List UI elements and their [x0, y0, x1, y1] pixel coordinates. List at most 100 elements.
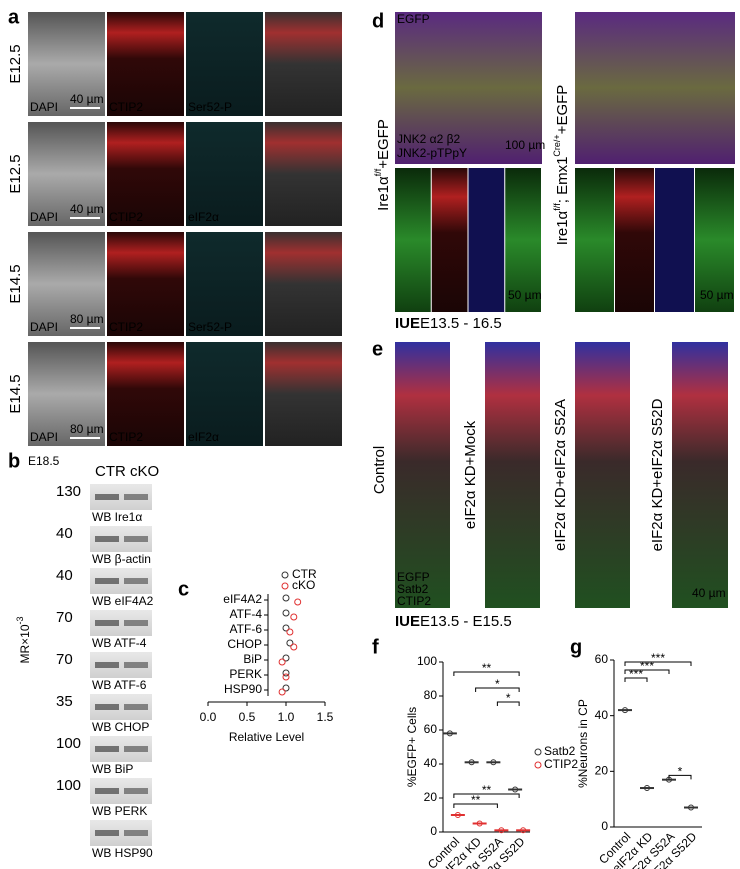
channel-label: Ser52-P: [188, 100, 232, 114]
scale-bar-label: 40 µm: [692, 586, 726, 600]
legend-label: cKO: [292, 578, 315, 592]
blot-label: WB β-actin: [92, 552, 151, 566]
band: [124, 578, 148, 584]
micrograph: [265, 342, 342, 446]
micrograph: [431, 168, 468, 312]
y-tick-label: eIF4A2: [223, 592, 262, 606]
blot-label: WB HSP90: [92, 846, 153, 860]
significance-label: ***: [651, 651, 665, 665]
blot-label: WB Ire1α: [92, 510, 142, 524]
data-point: [286, 628, 294, 636]
channel-label: Ser52-P: [188, 320, 232, 334]
x-tick-label: 1.0: [278, 710, 295, 724]
y-tick-label: BiP: [243, 652, 262, 666]
text-part: ; Emx1: [554, 157, 571, 204]
condition-label: Control: [371, 446, 388, 494]
text-part: E13.5 - 16.5: [420, 315, 502, 332]
legend-marker: [534, 748, 542, 756]
micrograph: [28, 342, 105, 446]
blot-label: WB ATF-4: [92, 636, 147, 650]
scale-bar-label: 40 µm: [70, 202, 104, 216]
micrograph: [107, 122, 184, 226]
legend-label: Satb2: [544, 744, 576, 758]
mw-label: 100: [56, 735, 81, 752]
blot-label: WB BiP: [92, 762, 133, 776]
panel-label: a: [8, 6, 20, 28]
condition-label: Ire1αf/f; Emx1Cre/++EGFP: [552, 85, 571, 246]
data-point: [282, 654, 290, 662]
channel-label: DAPI: [30, 100, 58, 114]
band: [124, 536, 148, 542]
channel-label: eIF2α: [188, 210, 219, 224]
channel-label: CTIP2: [109, 210, 143, 224]
data-point: [490, 759, 497, 766]
blot-label: WB ATF-6: [92, 678, 147, 692]
mw-label: 130: [56, 483, 81, 500]
channel-label: CTIP2: [109, 100, 143, 114]
iue-label: IUEE13.5 - E15.5: [395, 613, 512, 630]
micrograph: [186, 122, 263, 226]
blot-label: WB eIF4A2: [92, 594, 154, 608]
significance-label: *: [495, 677, 500, 691]
text-part: Cre/+: [552, 134, 562, 156]
mw-label: 35: [56, 693, 73, 710]
significance-bracket: [475, 687, 520, 692]
data-point: [622, 707, 628, 714]
panel-label: f: [372, 636, 379, 658]
significance-label: **: [482, 783, 492, 797]
text-part: M: [18, 654, 32, 664]
significance-bracket: [668, 774, 692, 780]
scale-bar-label: 50 µm: [508, 288, 542, 302]
y-tick-label: 20: [424, 790, 438, 804]
data-point: [644, 785, 650, 792]
stage-label: E18.5: [28, 454, 60, 468]
band: [95, 620, 119, 626]
data-point: [282, 669, 290, 677]
data-point: [290, 613, 298, 621]
panel-label: d: [372, 10, 384, 32]
stage-label: E14.5: [7, 374, 24, 413]
data-point: [282, 684, 290, 692]
significance-bracket: [624, 669, 670, 674]
y-axis-title: %EGFP+ Cells: [405, 707, 419, 787]
band: [95, 662, 119, 668]
condition-label: eIF2α KD+eIF2α S52A: [552, 399, 569, 551]
stage-label: E12.5: [7, 154, 24, 193]
condition-label: Ire1αf/f+EGFP: [373, 119, 392, 211]
micrograph: [265, 122, 342, 226]
blot-label: WB CHOP: [92, 720, 149, 734]
band: [124, 620, 148, 626]
axis-label: MR×10-3: [15, 616, 32, 663]
channel-label: DAPI: [30, 320, 58, 334]
x-tick-label: 1.5: [317, 710, 334, 724]
data-point: [294, 598, 302, 606]
micrograph: [28, 232, 105, 336]
significance-label: **: [482, 661, 492, 675]
text-part: IUE: [395, 613, 420, 630]
significance-bracket: [453, 803, 498, 808]
band: [124, 746, 148, 752]
micrograph: [672, 342, 728, 608]
channel-label: EGFP: [397, 570, 430, 584]
y-tick-label: HSP90: [224, 682, 262, 696]
micrograph: [575, 168, 614, 312]
band: [95, 494, 119, 500]
significance-label: *: [678, 765, 683, 779]
scale-bar-label: 50 µm: [700, 288, 734, 302]
data-point: [468, 759, 475, 766]
x-axis-title: Relative Level: [229, 730, 304, 744]
data-point: [278, 688, 286, 696]
lane-label: CTR: [95, 463, 126, 480]
data-point: [454, 812, 461, 818]
significance-bracket: [453, 671, 520, 676]
text-part: -3: [15, 616, 25, 624]
data-point: [278, 658, 286, 666]
panel-label: g: [570, 636, 582, 658]
scale-bar-label: 80 µm: [70, 422, 104, 436]
micrograph: [575, 12, 735, 164]
significance-bracket: [496, 701, 520, 706]
y-tick-label: 100: [417, 654, 437, 668]
band: [124, 704, 148, 710]
micrograph: [468, 168, 505, 312]
